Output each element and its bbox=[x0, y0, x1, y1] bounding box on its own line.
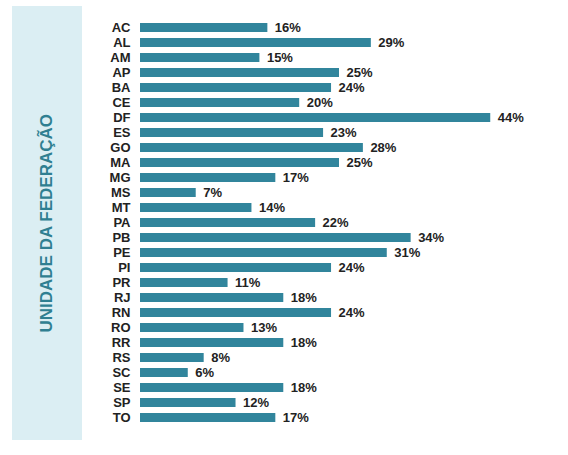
svg-text:18%: 18% bbox=[291, 335, 317, 350]
svg-text:24%: 24% bbox=[339, 260, 365, 275]
svg-text:CE: CE bbox=[112, 95, 130, 110]
svg-text:RJ: RJ bbox=[114, 290, 131, 305]
svg-text:18%: 18% bbox=[291, 290, 317, 305]
svg-text:MT: MT bbox=[112, 200, 131, 215]
svg-text:18%: 18% bbox=[291, 380, 317, 395]
svg-text:PB: PB bbox=[112, 230, 130, 245]
svg-text:8%: 8% bbox=[211, 350, 230, 365]
svg-text:34%: 34% bbox=[418, 230, 444, 245]
svg-text:PE: PE bbox=[113, 245, 131, 260]
svg-text:PR: PR bbox=[112, 275, 131, 290]
svg-text:29%: 29% bbox=[378, 35, 404, 50]
svg-text:PA: PA bbox=[113, 215, 131, 230]
svg-text:DF: DF bbox=[113, 110, 130, 125]
svg-text:25%: 25% bbox=[347, 155, 373, 170]
html-text:UNIDADE DA FEDERAÇÃO: UNIDADE DA FEDERAÇÃO bbox=[37, 113, 56, 333]
svg-text:14%: 14% bbox=[259, 200, 285, 215]
svg-text:AC: AC bbox=[112, 20, 131, 35]
svg-text:SE: SE bbox=[113, 380, 131, 395]
svg-text:BA: BA bbox=[112, 80, 131, 95]
svg-text:31%: 31% bbox=[394, 245, 420, 260]
svg-text:11%: 11% bbox=[235, 275, 261, 290]
svg-text:24%: 24% bbox=[339, 305, 365, 320]
svg-text:24%: 24% bbox=[339, 80, 365, 95]
svg-text:RR: RR bbox=[112, 335, 131, 350]
svg-text:25%: 25% bbox=[347, 65, 373, 80]
svg-text:6%: 6% bbox=[195, 365, 214, 380]
svg-text:RS: RS bbox=[112, 350, 130, 365]
svg-text:SC: SC bbox=[112, 365, 131, 380]
svg-text:ES: ES bbox=[113, 125, 131, 140]
svg-text:12%: 12% bbox=[243, 395, 269, 410]
svg-text:AL: AL bbox=[113, 35, 130, 50]
svg-text:23%: 23% bbox=[331, 125, 357, 140]
svg-text:44%: 44% bbox=[498, 110, 524, 125]
svg-text:TO: TO bbox=[113, 410, 131, 425]
svg-text:AP: AP bbox=[112, 65, 130, 80]
svg-text:MA: MA bbox=[110, 155, 131, 170]
svg-text:RN: RN bbox=[112, 305, 131, 320]
svg-text:RO: RO bbox=[111, 320, 131, 335]
svg-text:SP: SP bbox=[113, 395, 131, 410]
svg-text:7%: 7% bbox=[203, 185, 222, 200]
svg-text:20%: 20% bbox=[307, 95, 333, 110]
svg-text:AM: AM bbox=[110, 50, 130, 65]
svg-text:15%: 15% bbox=[267, 50, 293, 65]
svg-text:GO: GO bbox=[110, 140, 130, 155]
svg-text:MS: MS bbox=[111, 185, 131, 200]
svg-text:17%: 17% bbox=[283, 170, 309, 185]
svg-text:22%: 22% bbox=[323, 215, 349, 230]
svg-text:28%: 28% bbox=[370, 140, 396, 155]
svg-text:13%: 13% bbox=[251, 320, 277, 335]
svg-text:16%: 16% bbox=[275, 20, 301, 35]
svg-text:MG: MG bbox=[110, 170, 131, 185]
svg-text:17%: 17% bbox=[283, 410, 309, 425]
svg-text:PI: PI bbox=[118, 260, 130, 275]
